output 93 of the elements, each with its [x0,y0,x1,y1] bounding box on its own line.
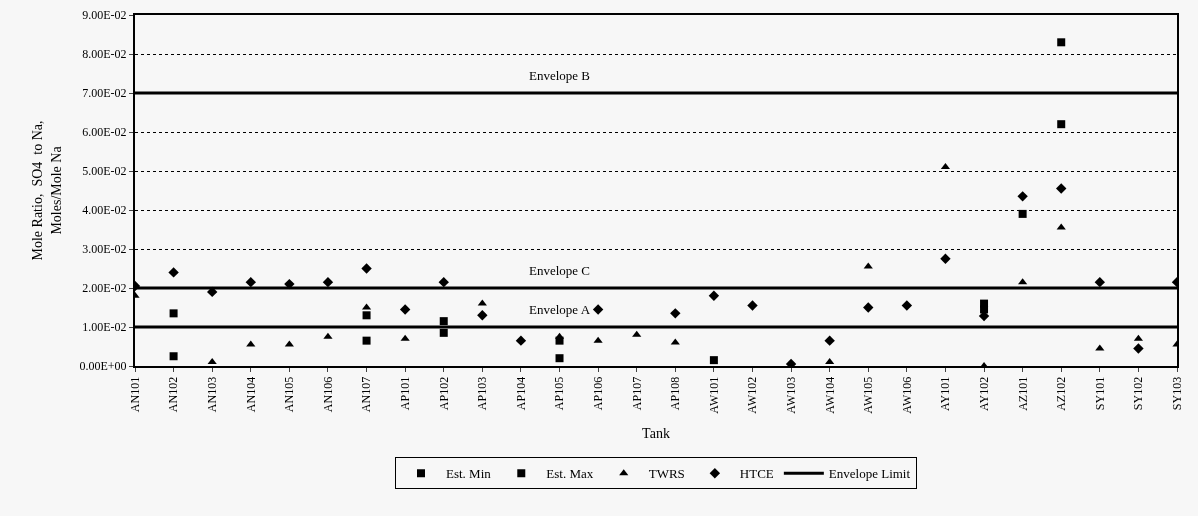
annotation: Envelope A [529,302,591,317]
point [1056,183,1067,194]
point [438,276,449,288]
y-tick-label: 1.00E-02 [82,320,127,335]
annotation: Envelope B [529,68,591,83]
point [168,267,179,278]
point [169,309,178,318]
point [980,299,989,308]
legend-label: HTCE [739,466,774,482]
point [515,335,527,346]
point [670,338,680,345]
point [246,340,256,347]
legend-label: Est. Min [446,466,492,482]
point [709,356,718,365]
point [323,332,333,339]
point [1017,191,1028,202]
point [632,330,642,337]
legend-label: Est. Max [546,466,594,482]
x-tick-label: AP104 [513,376,528,411]
point [1018,209,1027,218]
point [863,302,874,313]
x-tick-label: AW101 [706,376,721,414]
point [477,310,488,321]
point [825,358,835,365]
legend-label: TWRS [648,466,685,482]
x-tick-label: AN105 [282,376,297,413]
x-tick-label: AP101 [398,376,413,411]
point [439,317,448,326]
y-tick-label: 3.00E-02 [82,242,127,257]
point [1057,38,1066,47]
point [592,304,604,315]
point [399,304,411,315]
legend-label: Envelope Limit [828,466,911,482]
point [1094,276,1106,288]
x-tick-label: AP108 [668,376,683,411]
point [901,300,913,311]
x-tick-label: AW104 [822,376,837,414]
y-tick-label: 9.00E-02 [82,8,127,23]
y-tick-label: 6.00E-02 [82,125,127,140]
x-tick-label: AW102 [745,376,760,414]
point [169,352,178,361]
x-tick-label: AP103 [475,376,490,411]
point [1133,343,1144,354]
x-tick-label: AN107 [359,376,374,413]
x-tick-label: SY103 [1169,376,1184,411]
point [1018,278,1028,285]
x-axis-title: Tank [642,425,670,441]
y-tick-label: 2.00E-02 [82,281,127,296]
y-tick-label: 8.00E-02 [82,47,127,62]
y-tick-label: 7.00E-02 [82,86,127,101]
point [708,290,720,301]
y-tick-label: 4.00E-02 [82,203,127,218]
x-tick-label: AN104 [243,376,258,413]
x-tick-label: SY101 [1092,376,1107,411]
x-tick-label: AY101 [938,376,953,412]
point [362,311,371,320]
point [824,335,835,346]
x-tick-label: AN103 [205,376,220,413]
x-tick-label: AZ101 [1015,376,1030,411]
x-tick-label: AW103 [783,376,798,414]
x-tick-label: AW105 [861,376,876,414]
x-tick-label: AP107 [629,376,644,411]
x-tick-label: AP102 [436,376,451,411]
point [593,336,603,343]
x-tick-label: AN106 [320,376,335,413]
point [322,276,334,288]
point [670,308,681,319]
y-tick-label: 5.00E-02 [82,164,127,179]
point [400,334,410,341]
x-tick-label: AW106 [899,376,914,414]
annotation: Envelope C [529,263,591,278]
point [863,262,873,269]
x-tick-label: AN102 [166,376,181,413]
point [362,336,371,345]
x-tick-label: AN101 [127,376,142,413]
y-tick-label: 0.00E+00 [79,359,127,374]
x-tick-label: AY102 [976,376,991,412]
point [1057,120,1066,129]
x-tick-label: AZ102 [1054,376,1069,411]
y-axis-title: Mole Ratio, SO4 to Na, Moles/Mole Na [30,120,64,261]
point [1056,223,1066,230]
point [747,300,758,311]
point [245,276,256,288]
point [477,299,487,306]
point [555,354,564,363]
point [284,340,294,347]
x-tick-label: SY102 [1131,376,1146,411]
x-tick-label: AP105 [552,376,567,411]
x-tick-label: AP106 [591,376,606,411]
point [361,263,372,274]
point [439,328,448,337]
point [207,358,217,365]
point [940,253,951,264]
